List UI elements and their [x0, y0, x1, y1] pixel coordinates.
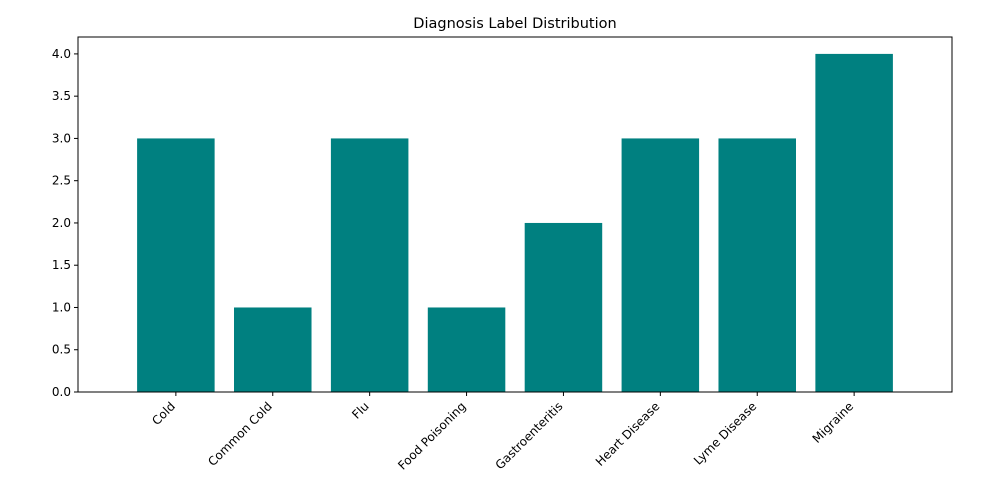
bar-common-cold: [234, 307, 312, 392]
bar-migraine: [815, 53, 893, 393]
y-tick-label: 2.0: [52, 216, 71, 230]
x-tick-label: Gastroenteritis: [493, 399, 566, 472]
x-tick-label: Migraine: [810, 399, 857, 446]
bar-food-poisoning: [427, 307, 506, 392]
bars-layer: [137, 53, 893, 393]
x-tick-label: Heart Disease: [593, 399, 663, 469]
y-tick-label: 4.0: [52, 47, 71, 61]
x-tick-label: Lyme Disease: [691, 399, 759, 467]
bar-heart-disease: [621, 138, 700, 392]
y-tick-label: 2.5: [52, 174, 71, 188]
bar-flu: [330, 138, 409, 392]
y-tick-label: 0.0: [52, 385, 71, 399]
x-tick-label: Food Poisoning: [395, 399, 468, 472]
x-tick-label: Flu: [349, 399, 372, 422]
x-tick-label: Common Cold: [205, 399, 275, 469]
bar-cold: [137, 138, 215, 392]
plot-frame: [77, 36, 953, 393]
y-tick-label: 3.5: [52, 89, 71, 103]
x-tick-label: Cold: [149, 399, 178, 428]
bar-gastroenteritis: [524, 222, 603, 392]
y-tick-label: 0.5: [52, 343, 71, 357]
y-tick-label: 1.0: [52, 300, 71, 314]
y-tick-label: 1.5: [52, 258, 71, 272]
bar-lyme-disease: [718, 138, 796, 392]
chart-title: Diagnosis Label Distribution: [413, 16, 616, 32]
y-tick-label: 3.0: [52, 131, 71, 145]
